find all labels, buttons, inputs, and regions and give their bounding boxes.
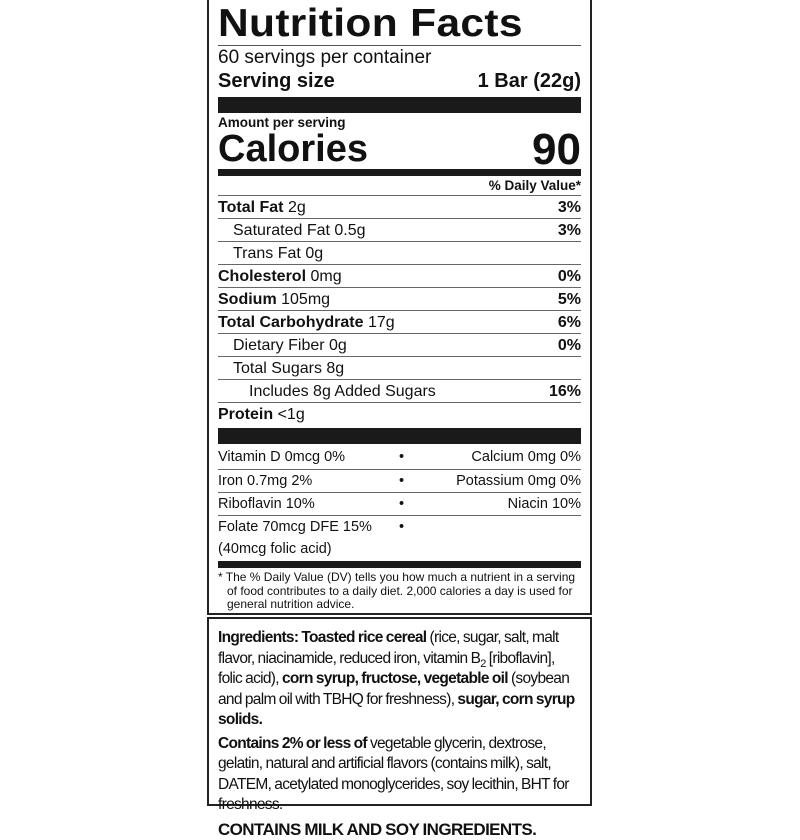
servings-per-container: 60 servings per container bbox=[218, 47, 581, 69]
panel-title: Nutrition Facts bbox=[218, 4, 614, 44]
footnote: * The % Daily Value (DV) tells you how m… bbox=[218, 571, 581, 612]
nutrient-name: Sodium 105mg bbox=[218, 288, 330, 311]
serving-size-label: Serving size bbox=[218, 70, 335, 92]
serving-size-value: 1 Bar (22g) bbox=[478, 70, 581, 92]
nutrient-row: Protein <1g bbox=[218, 402, 581, 426]
nutrient-daily-value: 3% bbox=[558, 219, 581, 242]
thick-divider bbox=[218, 428, 581, 444]
nutrient-name: Trans Fat 0g bbox=[233, 242, 323, 265]
bullet-separator: • bbox=[399, 493, 404, 515]
vitamin-left: Riboflavin 10% bbox=[218, 493, 315, 515]
nutrient-row: Trans Fat 0g bbox=[218, 241, 581, 265]
ingredients-list: Ingredients: Toasted rice cereal (rice, … bbox=[218, 628, 581, 731]
calories-label: Calories bbox=[218, 131, 368, 168]
serving-size-row: Serving size 1 Bar (22g) bbox=[218, 70, 581, 92]
vitamin-right: Niacin 10% bbox=[508, 493, 581, 515]
nutrient-amount: 0.5g bbox=[334, 222, 365, 239]
calories-row: Calories 90 bbox=[218, 131, 581, 168]
nutrient-name: Includes 8g Added Sugars bbox=[249, 380, 436, 403]
vitamin-left: Iron 0.7mg 2% bbox=[218, 470, 312, 492]
nutrient-name: Cholesterol 0mg bbox=[218, 265, 342, 288]
nutrient-row: Sodium 105mg 5% bbox=[218, 287, 581, 311]
nutrient-amount: <1g bbox=[278, 406, 305, 423]
nutrient-amount: 105mg bbox=[281, 291, 330, 308]
vitamin-row: Iron 0.7mg 2% • Potassium 0mg 0% bbox=[218, 469, 581, 492]
nutrient-amount: 2g bbox=[288, 199, 306, 216]
vitamin-right: Calcium 0mg 0% bbox=[471, 446, 581, 468]
nutrient-name: Total Fat 2g bbox=[218, 196, 306, 219]
nutrient-name: Saturated Fat 0.5g bbox=[233, 219, 366, 242]
nutrient-name: Dietary Fiber 0g bbox=[233, 334, 347, 357]
nutrient-daily-value: 0% bbox=[558, 334, 581, 357]
vitamin-row: Riboflavin 10% • Niacin 10% bbox=[218, 492, 581, 515]
nutrient-daily-value: 5% bbox=[558, 288, 581, 311]
medium-divider bbox=[218, 561, 581, 568]
nutrition-facts-panel: Nutrition Facts 60 servings per containe… bbox=[207, 0, 592, 615]
ingredients-text: Ingredients: Toasted rice cereal (rice, … bbox=[218, 628, 581, 840]
nutrient-row: Saturated Fat 0.5g 3% bbox=[218, 218, 581, 242]
daily-value-header: % Daily Value* bbox=[218, 178, 581, 194]
vitamin-row: Folate 70mcg DFE 15%•(40mcg folic acid) bbox=[218, 515, 581, 538]
nutrient-amount: 17g bbox=[368, 314, 395, 331]
nutrient-name: Protein <1g bbox=[218, 403, 305, 426]
vitamin-left: Vitamin D 0mcg 0% bbox=[218, 446, 345, 468]
calories-value: 90 bbox=[532, 131, 581, 168]
nutrient-row: Total Sugars 8g bbox=[218, 356, 581, 380]
nutrient-row: Cholesterol 0mg 0% bbox=[218, 264, 581, 288]
nutrient-row: Includes 8g Added Sugars 16% bbox=[218, 379, 581, 403]
nutrient-row: Dietary Fiber 0g 0% bbox=[218, 333, 581, 357]
vitamin-left: Folate 70mcg DFE 15% bbox=[218, 516, 372, 538]
nutrient-name: Total Sugars 8g bbox=[233, 357, 344, 380]
thick-divider bbox=[218, 97, 581, 113]
nutrient-amount: 0mg bbox=[310, 268, 341, 285]
nutrient-name: Total Carbohydrate 17g bbox=[218, 311, 395, 334]
allergen-statement: CONTAINS MILK AND SOY INGREDIENTS. bbox=[218, 820, 581, 840]
vitamin-row: Vitamin D 0mcg 0% • Calcium 0mg 0% bbox=[218, 446, 581, 468]
nutrient-amount: 0g bbox=[305, 245, 323, 262]
nutrient-daily-value: 0% bbox=[558, 265, 581, 288]
vitamin-right: Potassium 0mg 0% bbox=[456, 470, 581, 492]
nutrient-row: Total Carbohydrate 17g 6% bbox=[218, 310, 581, 334]
bullet-separator: • bbox=[399, 446, 404, 468]
nutrient-amount: 8g bbox=[326, 360, 344, 377]
nutrient-daily-value: 3% bbox=[558, 196, 581, 219]
nutrient-amount: 0g bbox=[329, 337, 347, 354]
medium-divider bbox=[218, 169, 581, 176]
minor-ingredients: Contains 2% or less of vegetable glyceri… bbox=[218, 734, 581, 816]
vitamin-left-note: (40mcg folic acid) bbox=[218, 538, 332, 560]
nutrient-daily-value: 6% bbox=[558, 311, 581, 334]
nutrient-row: Total Fat 2g 3% bbox=[218, 195, 581, 219]
nutrient-daily-value: 16% bbox=[549, 380, 581, 403]
bullet-separator: • bbox=[399, 470, 404, 492]
bullet-separator: • bbox=[399, 516, 404, 538]
ingredients-panel: Ingredients: Toasted rice cereal (rice, … bbox=[207, 617, 592, 806]
